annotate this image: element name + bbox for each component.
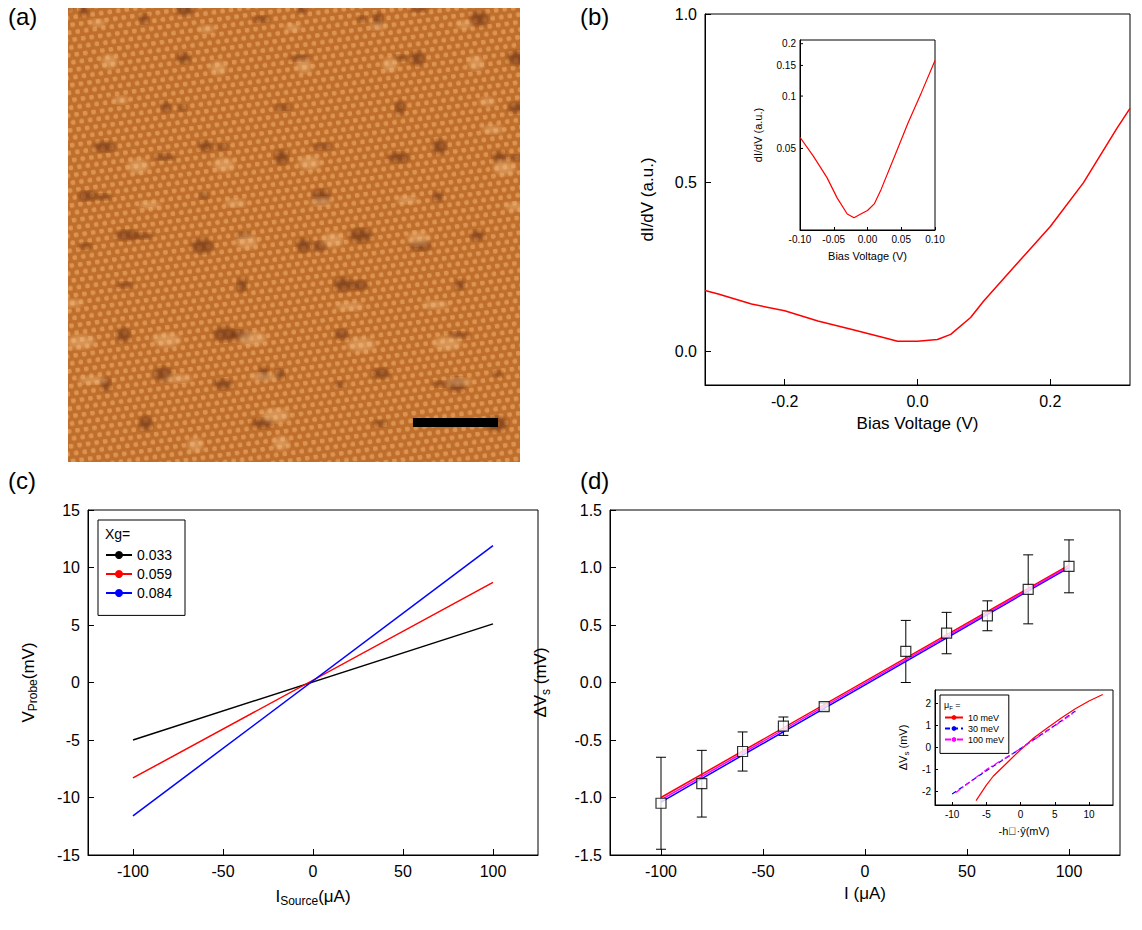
svg-text:Bias Voltage (V): Bias Voltage (V): [857, 414, 979, 433]
svg-text:0.00: 0.00: [858, 234, 878, 245]
svg-text:(mV): (mV): [19, 642, 38, 679]
svg-text:Source: Source: [280, 894, 318, 908]
svg-text:1.0: 1.0: [675, 6, 697, 23]
svg-text:V: V: [19, 711, 38, 723]
svg-text:0: 0: [925, 742, 931, 753]
svg-text:-15: -15: [57, 847, 80, 864]
svg-text:30 meV: 30 meV: [968, 724, 999, 734]
svg-text:0: 0: [1018, 809, 1024, 820]
svg-text:0.084: 0.084: [137, 585, 172, 601]
svg-text:-0.5: -0.5: [574, 732, 602, 749]
svg-text:-1: -1: [922, 764, 931, 775]
svg-text:1.5: 1.5: [580, 502, 602, 519]
svg-text:(d): (d): [580, 467, 609, 494]
svg-text:Probe: Probe: [26, 679, 40, 711]
svg-text:0.0: 0.0: [906, 393, 928, 410]
svg-text:100: 100: [480, 863, 507, 880]
svg-text:-5: -5: [982, 809, 991, 820]
svg-text:-100: -100: [645, 863, 677, 880]
svg-text:0: 0: [71, 674, 80, 691]
svg-text:0.033: 0.033: [137, 547, 172, 563]
svg-text:0.5: 0.5: [675, 174, 697, 191]
svg-text:(c): (c): [8, 467, 36, 494]
svg-text:(mV): (mV): [531, 647, 550, 689]
svg-text:-0.2: -0.2: [771, 393, 799, 410]
svg-text:-50: -50: [751, 863, 774, 880]
svg-text:10: 10: [62, 559, 80, 576]
svg-text:15: 15: [62, 502, 80, 519]
svg-text:ΔV: ΔV: [531, 694, 550, 717]
svg-text:0.05: 0.05: [777, 143, 797, 154]
svg-text:100 meV: 100 meV: [968, 735, 1004, 745]
svg-text:0: 0: [309, 863, 318, 880]
svg-text:s: s: [538, 688, 553, 695]
svg-text:-5: -5: [66, 732, 80, 749]
svg-text:-10: -10: [945, 809, 960, 820]
svg-text:I (μA): I (μA): [844, 884, 886, 903]
svg-text:Bias Voltage (V): Bias Voltage (V): [828, 250, 907, 262]
svg-text:(mV): (mV): [897, 725, 909, 752]
svg-text:10 meV: 10 meV: [968, 713, 999, 723]
svg-text:1: 1: [925, 720, 931, 731]
svg-text:=: =: [953, 700, 961, 710]
svg-text:100: 100: [1056, 863, 1083, 880]
svg-text:-0.10: -0.10: [789, 234, 812, 245]
svg-text:5: 5: [71, 617, 80, 634]
svg-text:-2: -2: [922, 786, 931, 797]
svg-text:-10: -10: [57, 789, 80, 806]
svg-text:Xg=: Xg=: [105, 526, 130, 542]
svg-text:0.1: 0.1: [782, 91, 796, 102]
svg-text:-h⃗·ŷ(mV): -h⃗·ŷ(mV): [998, 825, 1049, 837]
svg-text:50: 50: [958, 863, 976, 880]
svg-text:0.10: 0.10: [925, 234, 945, 245]
svg-text:1.0: 1.0: [580, 559, 602, 576]
svg-text:0.059: 0.059: [137, 566, 172, 582]
svg-text:50: 50: [394, 863, 412, 880]
svg-text:I: I: [275, 886, 281, 906]
svg-text:0.2: 0.2: [782, 38, 796, 49]
svg-text:5: 5: [1052, 809, 1058, 820]
svg-text:-1.5: -1.5: [574, 847, 602, 864]
svg-text:(b): (b): [580, 3, 609, 30]
svg-text:s: s: [901, 751, 911, 756]
svg-text:ΔV: ΔV: [897, 755, 909, 770]
svg-text:-0.05: -0.05: [822, 234, 845, 245]
html-text:μF: μF: [944, 700, 953, 711]
svg-text:0: 0: [861, 863, 870, 880]
svg-text:dI/dV (a.u.): dI/dV (a.u.): [638, 157, 657, 241]
svg-text:0.0: 0.0: [580, 674, 602, 691]
svg-text:0.15: 0.15: [777, 60, 797, 71]
svg-text:(μA): (μA): [318, 887, 350, 906]
svg-text:-50: -50: [211, 863, 234, 880]
svg-text:0.5: 0.5: [580, 617, 602, 634]
svg-text:2: 2: [925, 698, 931, 709]
svg-text:0.2: 0.2: [1039, 393, 1061, 410]
svg-text:-1.0: -1.0: [574, 789, 602, 806]
svg-text:10: 10: [1083, 809, 1095, 820]
svg-text:(a): (a): [8, 3, 37, 30]
svg-text:dI/dV (a.u.): dI/dV (a.u.): [752, 108, 764, 162]
svg-text:-100: -100: [117, 863, 149, 880]
svg-text:0.0: 0.0: [675, 343, 697, 360]
svg-text:0.05: 0.05: [892, 234, 912, 245]
